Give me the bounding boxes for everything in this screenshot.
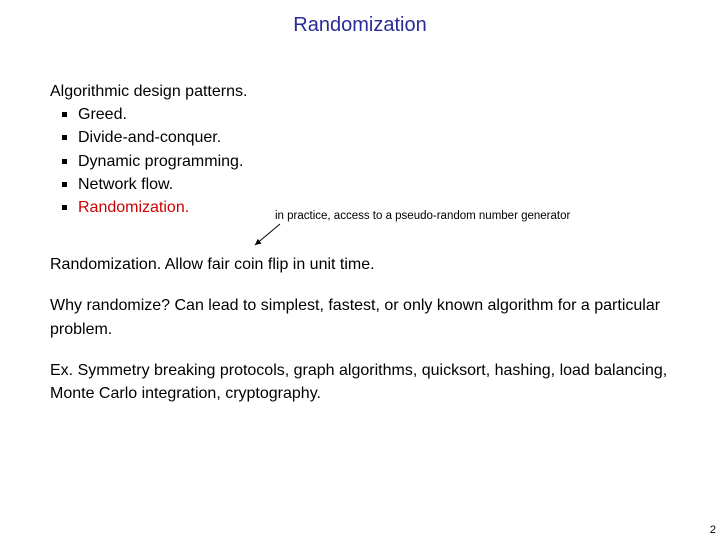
page-number: 2 xyxy=(710,524,716,536)
list-item: Network flow. xyxy=(50,173,680,196)
paragraph-rest: Symmetry breaking protocols, graph algor… xyxy=(50,362,667,402)
paragraph-lead: Ex. xyxy=(50,362,73,379)
design-patterns-section: Algorithmic design patterns. Greed. Divi… xyxy=(50,80,680,219)
list-item: Greed. xyxy=(50,103,680,126)
randomization-label: Randomization. xyxy=(78,199,189,216)
list-item: Dynamic programming. xyxy=(50,150,680,173)
examples-section: Ex. Symmetry breaking protocols, graph a… xyxy=(50,359,680,405)
randomization-def-section: Randomization. Allow fair coin flip in u… xyxy=(50,253,680,276)
pseudo-random-annotation: in practice, access to a pseudo-random n… xyxy=(275,210,570,222)
slide-body: Algorithmic design patterns. Greed. Divi… xyxy=(50,80,680,423)
paragraph-lead: Randomization. xyxy=(50,256,161,273)
slide-title: Randomization xyxy=(0,14,720,37)
paragraph-rest: Allow fair coin flip in unit time. xyxy=(161,256,374,273)
why-randomize-section: Why randomize? Can lead to simplest, fas… xyxy=(50,294,680,340)
patterns-list: Greed. Divide-and-conquer. Dynamic progr… xyxy=(50,103,680,219)
patterns-heading: Algorithmic design patterns. xyxy=(50,80,680,103)
list-item: Divide-and-conquer. xyxy=(50,126,680,149)
paragraph-lead: Why randomize? xyxy=(50,297,170,314)
